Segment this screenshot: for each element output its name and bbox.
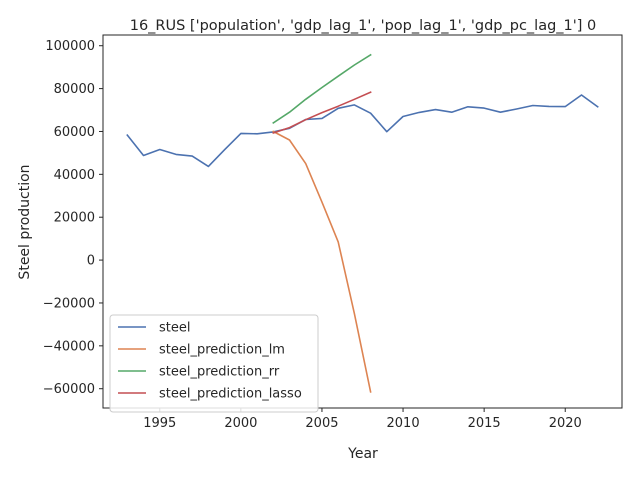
- x-axis-title: Year: [347, 446, 378, 462]
- legend-label: steel: [159, 321, 190, 336]
- y-tick-label: 60000: [54, 125, 95, 140]
- y-tick-label: −60000: [43, 382, 95, 397]
- y-axis: −60000 −40000 −20000 0 20000 40000 60000 80000 1…: [43, 39, 103, 397]
- legend-label: steel_prediction_lm: [159, 343, 285, 358]
- legend-box: [109, 314, 319, 413]
- y-tick-label: −40000: [43, 339, 95, 354]
- series-line-steel-prediction-rr: [272, 53, 372, 125]
- chart-title: 16_RUS ['population', 'gdp_lag_1', 'pop_…: [130, 18, 597, 34]
- y-tick-label: −20000: [43, 296, 95, 311]
- y-tick-label: 20000: [54, 211, 95, 226]
- x-tick-label: 2020: [549, 416, 582, 431]
- x-tick-label: 2015: [468, 416, 501, 431]
- x-axis: 1995 2000 2005 2010 2015 2020: [143, 408, 582, 431]
- x-tick-label: 2000: [224, 416, 257, 431]
- y-tick-label: 0: [87, 254, 95, 269]
- plot-area: [126, 53, 599, 393]
- y-tick-label: 100000: [45, 39, 95, 54]
- x-tick-label: 2010: [387, 416, 420, 431]
- legend-label: steel_prediction_rr: [159, 365, 280, 380]
- legend: steel steel_prediction_lm steel_prediction…: [109, 314, 319, 413]
- series-line-steel-prediction-lm: [272, 130, 372, 393]
- legend-label: steel_prediction_lasso: [159, 387, 302, 402]
- y-axis-title: Steel production: [17, 164, 33, 279]
- x-tick-label: 1995: [143, 416, 176, 431]
- series-line-steel-prediction-lasso: [272, 91, 372, 135]
- x-tick-label: 2005: [305, 416, 338, 431]
- series-line-steel: [126, 94, 599, 168]
- y-tick-label: 40000: [54, 168, 95, 183]
- plot-frame: [102, 34, 623, 409]
- y-tick-label: 80000: [54, 82, 95, 97]
